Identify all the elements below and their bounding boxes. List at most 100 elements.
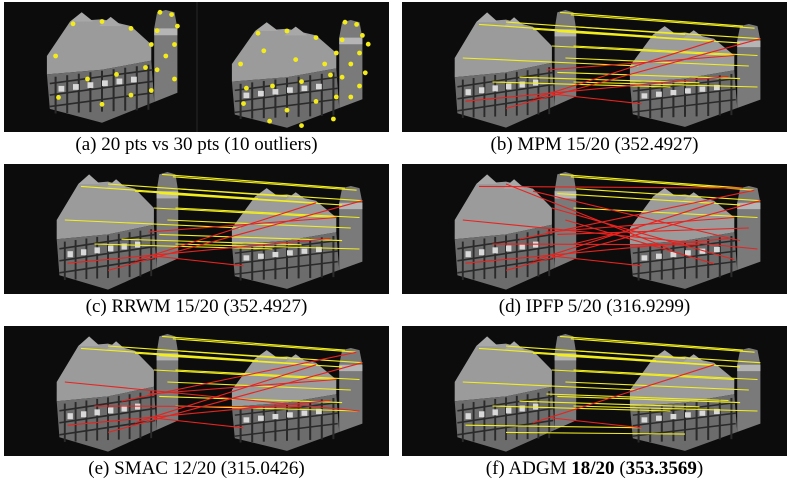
keypoint-right (270, 83, 275, 89)
wrong-match-line (551, 93, 642, 105)
correct-match-line (107, 345, 288, 360)
panel-f-caption-score: 18/20 (571, 458, 615, 479)
wrong-match-line (67, 237, 331, 264)
panel-a-image (4, 2, 389, 132)
panel-f-image (402, 326, 787, 456)
keypoint-left (163, 53, 169, 59)
keypoint-right (238, 61, 244, 67)
correct-match-line (505, 431, 686, 435)
panel-d-caption: (d) IPFP 5/20 (316.9299) (498, 296, 691, 317)
panel-f-caption-value: 353.3569 (625, 458, 697, 479)
wrong-match-line (505, 200, 761, 271)
keypoint-right (313, 35, 319, 40)
panel-b: (b) MPM 15/20 (352.4927) (402, 2, 787, 155)
keypoint-left (114, 72, 119, 77)
keypoint-left (172, 42, 177, 47)
correct-match-line (175, 207, 360, 219)
panel-e-caption: (e) SMAC 12/20 (315.0426) (88, 458, 305, 479)
keypoint-right (360, 33, 365, 38)
keypoint-right (313, 99, 319, 104)
wrong-match-line (64, 381, 360, 412)
panel-f: (f) ADGM 18/20 (353.3569) (402, 326, 787, 479)
correct-match-line (492, 405, 671, 412)
correct-match-line (172, 338, 357, 353)
keypoint-left (128, 26, 134, 31)
keypoint-left (128, 92, 134, 98)
keypoint-right (255, 30, 261, 36)
correct-match-line (134, 352, 317, 366)
keypoint-left (56, 95, 61, 100)
wrong-match-line (532, 364, 715, 424)
keypoint-right (342, 19, 348, 25)
keypoint-right (299, 79, 304, 84)
correct-match-line (80, 185, 259, 200)
wrong-match-line (107, 200, 363, 271)
correct-match-line (573, 369, 758, 381)
panel-e-image (4, 326, 389, 456)
keypoint-left (157, 9, 163, 15)
keypoint-left (154, 67, 160, 73)
correct-match-line (573, 405, 758, 412)
wrong-match-line (465, 75, 729, 102)
keypoint-left (143, 65, 148, 70)
panel-f-caption-mid: ( (614, 458, 626, 479)
keypoint-right (328, 72, 333, 78)
panel-b-caption: (b) MPM 15/20 (352.4927) (490, 134, 699, 155)
correct-match-line (559, 335, 744, 351)
panel-b-image (402, 2, 787, 132)
correct-match-line (519, 400, 700, 408)
correct-match-line (570, 338, 755, 353)
correct-match-line (80, 347, 259, 362)
keypoint-right (348, 61, 354, 67)
panel-a: (a) 20 pts vs 30 pts (10 outliers) (4, 2, 389, 155)
keypoint-left (175, 23, 180, 29)
correct-match-line (465, 424, 642, 429)
wrong-match-line (546, 54, 735, 71)
wrong-match-line (148, 378, 337, 395)
keypoint-right (284, 107, 290, 113)
wrong-match-line (134, 364, 317, 424)
keypoint-right (299, 123, 304, 128)
correct-match-line (557, 193, 741, 206)
wrong-match-line (505, 38, 761, 109)
keypoint-right (244, 85, 249, 91)
correct-match-line (159, 395, 343, 404)
keypoint-left (70, 21, 76, 27)
keypoint-left (154, 28, 160, 34)
panel-c-caption: (c) RRWM 15/20 (352.4927) (85, 296, 308, 317)
wrong-match-line (153, 417, 244, 429)
wrong-match-line (153, 255, 244, 267)
keypoint-right (241, 101, 246, 106)
wrong-match-line (565, 219, 715, 265)
correct-match-line (175, 369, 360, 381)
correct-match-line (94, 243, 273, 250)
keypoint-right (348, 94, 354, 100)
correct-match-line (478, 347, 657, 362)
correct-match-line (565, 381, 749, 391)
panel-d-image (402, 164, 787, 294)
correct-match-line (161, 335, 346, 351)
house-left-image (454, 10, 577, 128)
wrong-match-line (551, 207, 735, 261)
correct-match-line (551, 369, 735, 381)
wrong-match-line (134, 202, 317, 262)
correct-match-line (159, 233, 343, 242)
keypoint-left (148, 42, 154, 47)
correct-match-line (559, 173, 744, 189)
correct-match-line (570, 14, 755, 29)
keypoint-left (53, 53, 58, 59)
keypoint-right (293, 57, 299, 62)
panel-f-caption: (f) ADGM 18/20 (353.3569) (402, 457, 787, 481)
wrong-match-line (148, 216, 337, 233)
correct-match-line (107, 183, 288, 198)
wrong-match-line (557, 227, 749, 235)
keypoint-right (362, 70, 368, 76)
correct-match-line (492, 81, 671, 88)
keypoint-right (357, 83, 362, 89)
house-left-image (46, 10, 178, 123)
wrong-match-line (551, 417, 642, 429)
keypoint-right (354, 22, 359, 27)
wrong-match-line (465, 237, 729, 264)
keypoint-right (261, 48, 267, 54)
keypoint-left (172, 76, 177, 82)
